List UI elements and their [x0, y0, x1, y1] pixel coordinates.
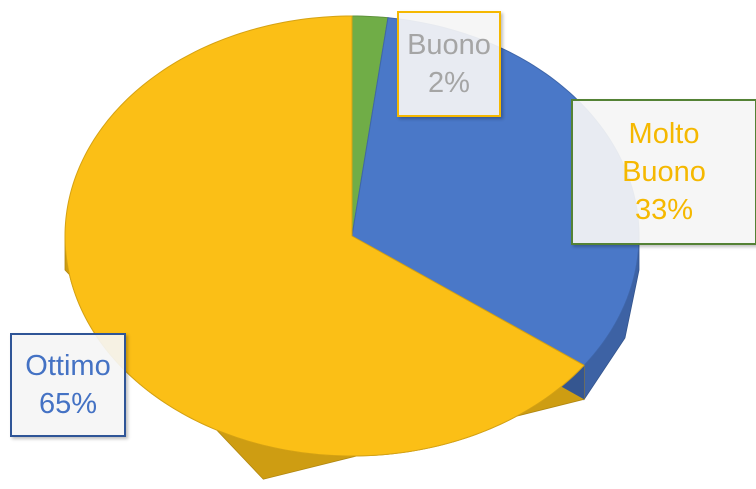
data-label: Molto Buono 33%: [571, 99, 756, 245]
label-category: Ottimo: [25, 350, 111, 382]
label-value: 65%: [38, 388, 98, 420]
data-label: Buono 2%: [397, 11, 501, 117]
label-value: 33%: [634, 194, 694, 226]
label-category: Molto Buono: [622, 118, 706, 188]
label-value: 2%: [428, 67, 470, 99]
data-label: Ottimo 65%: [10, 333, 126, 437]
label-category: Buono: [407, 29, 491, 61]
